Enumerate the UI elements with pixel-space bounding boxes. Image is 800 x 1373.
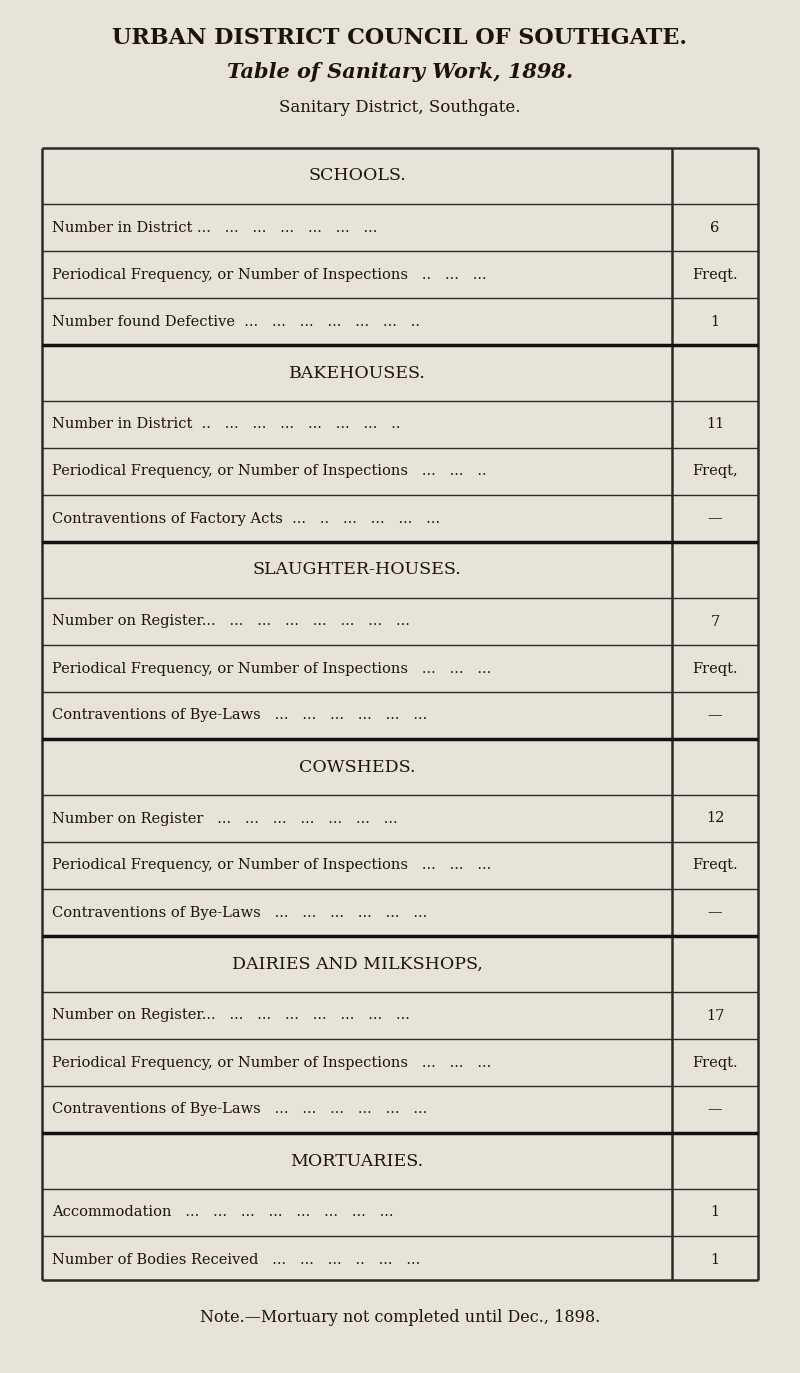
Text: Number on Register   ...   ...   ...   ...   ...   ...   ...: Number on Register ... ... ... ... ... .… bbox=[52, 811, 398, 825]
Text: Accommodation   ...   ...   ...   ...   ...   ...   ...   ...: Accommodation ... ... ... ... ... ... ..… bbox=[52, 1205, 394, 1219]
Text: 12: 12 bbox=[706, 811, 724, 825]
Text: COWSHEDS.: COWSHEDS. bbox=[298, 758, 415, 776]
Text: Note.—Mortuary not completed until Dec., 1898.: Note.—Mortuary not completed until Dec.,… bbox=[200, 1310, 600, 1326]
Text: Table of Sanitary Work, 1898.: Table of Sanitary Work, 1898. bbox=[227, 62, 573, 82]
Text: Freqt.: Freqt. bbox=[692, 662, 738, 676]
Text: Contraventions of Factory Acts  ...   ..   ...   ...   ...   ...: Contraventions of Factory Acts ... .. ..… bbox=[52, 512, 440, 526]
Text: —: — bbox=[708, 512, 722, 526]
Text: 17: 17 bbox=[706, 1009, 724, 1023]
Text: Periodical Frequency, or Number of Inspections   ...   ...   ...: Periodical Frequency, or Number of Inspe… bbox=[52, 662, 491, 676]
Text: Number on Register...   ...   ...   ...   ...   ...   ...   ...: Number on Register... ... ... ... ... ..… bbox=[52, 1009, 410, 1023]
Text: Contraventions of Bye-Laws   ...   ...   ...   ...   ...   ...: Contraventions of Bye-Laws ... ... ... .… bbox=[52, 1103, 427, 1116]
Text: 6: 6 bbox=[710, 221, 720, 235]
Text: 1: 1 bbox=[710, 1205, 719, 1219]
Text: Periodical Frequency, or Number of Inspections   ...   ...   ...: Periodical Frequency, or Number of Inspe… bbox=[52, 1056, 491, 1070]
Text: —: — bbox=[708, 1103, 722, 1116]
Text: Number found Defective  ...   ...   ...   ...   ...   ...   ..: Number found Defective ... ... ... ... .… bbox=[52, 314, 420, 328]
Text: —: — bbox=[708, 708, 722, 722]
Text: MORTUARIES.: MORTUARIES. bbox=[290, 1152, 423, 1170]
Text: Periodical Frequency, or Number of Inspections   ..   ...   ...: Periodical Frequency, or Number of Inspe… bbox=[52, 268, 486, 281]
Text: Freqt.: Freqt. bbox=[692, 1056, 738, 1070]
Text: 1: 1 bbox=[710, 314, 719, 328]
Text: Sanitary District, Southgate.: Sanitary District, Southgate. bbox=[279, 99, 521, 117]
Text: Periodical Frequency, or Number of Inspections   ...   ...   ..: Periodical Frequency, or Number of Inspe… bbox=[52, 464, 486, 479]
Text: Periodical Frequency, or Number of Inspections   ...   ...   ...: Periodical Frequency, or Number of Inspe… bbox=[52, 858, 491, 872]
Text: Number on Register...   ...   ...   ...   ...   ...   ...   ...: Number on Register... ... ... ... ... ..… bbox=[52, 615, 410, 629]
Text: —: — bbox=[708, 906, 722, 920]
Text: 11: 11 bbox=[706, 417, 724, 431]
Text: Freqt.: Freqt. bbox=[692, 268, 738, 281]
Text: Freqt.: Freqt. bbox=[692, 858, 738, 872]
Text: BAKEHOUSES.: BAKEHOUSES. bbox=[289, 364, 426, 382]
Text: DAIRIES AND MILKSHOPS,: DAIRIES AND MILKSHOPS, bbox=[231, 956, 482, 972]
Text: Freqt,: Freqt, bbox=[692, 464, 738, 479]
Text: 1: 1 bbox=[710, 1252, 719, 1266]
Text: Number of Bodies Received   ...   ...   ...   ..   ...   ...: Number of Bodies Received ... ... ... ..… bbox=[52, 1252, 420, 1266]
Text: Contraventions of Bye-Laws   ...   ...   ...   ...   ...   ...: Contraventions of Bye-Laws ... ... ... .… bbox=[52, 906, 427, 920]
Text: Contraventions of Bye-Laws   ...   ...   ...   ...   ...   ...: Contraventions of Bye-Laws ... ... ... .… bbox=[52, 708, 427, 722]
Text: 7: 7 bbox=[710, 615, 720, 629]
Text: SCHOOLS.: SCHOOLS. bbox=[308, 168, 406, 184]
Text: SLAUGHTER-HOUSES.: SLAUGHTER-HOUSES. bbox=[253, 562, 462, 578]
Text: Number in District ...   ...   ...   ...   ...   ...   ...: Number in District ... ... ... ... ... .… bbox=[52, 221, 378, 235]
Text: Number in District  ..   ...   ...   ...   ...   ...   ...   ..: Number in District .. ... ... ... ... ..… bbox=[52, 417, 401, 431]
Text: URBAN DISTRICT COUNCIL OF SOUTHGATE.: URBAN DISTRICT COUNCIL OF SOUTHGATE. bbox=[113, 27, 687, 49]
